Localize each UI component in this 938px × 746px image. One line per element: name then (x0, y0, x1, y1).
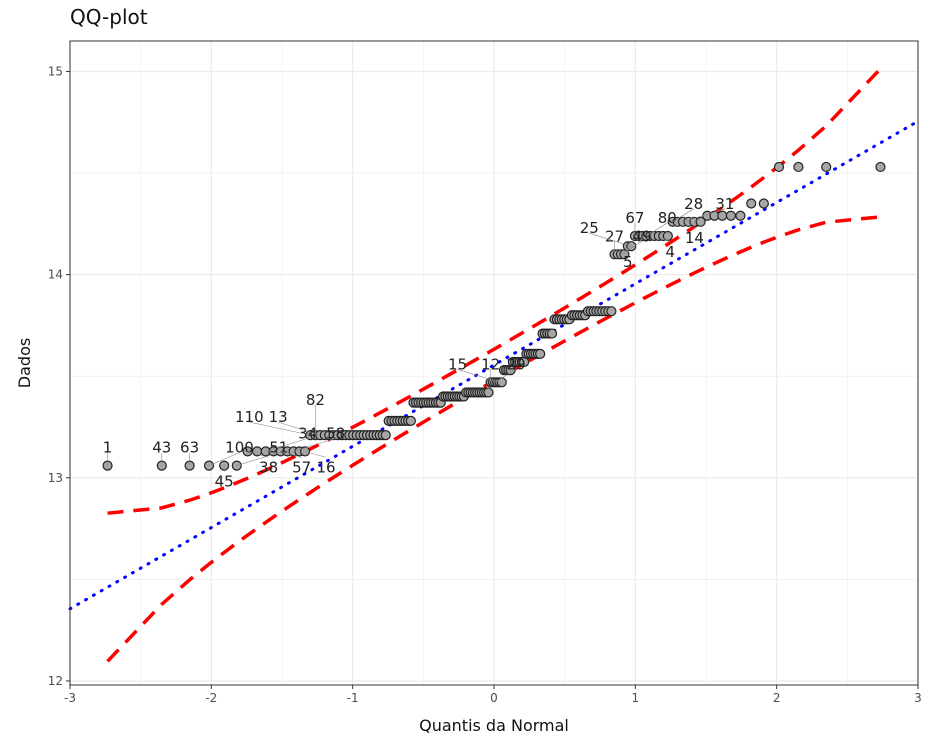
point-label-leader (589, 232, 632, 247)
x-tick-label: -2 (205, 691, 217, 705)
point-label: 43 (152, 439, 171, 457)
data-point (735, 210, 746, 221)
data-point (875, 161, 886, 173)
points (102, 161, 886, 471)
point-label-leader (682, 208, 726, 223)
data-point (535, 348, 546, 359)
point-label: 13 (269, 408, 288, 426)
data-point (695, 216, 706, 227)
data-point (793, 161, 804, 173)
point-label-leader (304, 451, 327, 458)
y-axis-label: Dados (15, 338, 34, 388)
point-label: 45 (215, 473, 234, 491)
point-label: 34 (298, 424, 317, 442)
x-tick-label: -3 (64, 691, 76, 705)
point-label-leader (278, 421, 321, 436)
point-label: 12 (481, 355, 500, 373)
point-label: 58 (326, 424, 345, 442)
reference-line-path (68, 119, 920, 611)
data-point (606, 306, 617, 317)
point-label: 57 (292, 458, 311, 476)
point-label: 16 (317, 458, 336, 476)
x-tick-label: 1 (632, 691, 640, 705)
data-point (746, 198, 757, 209)
data-point (821, 161, 832, 173)
data-point (483, 387, 494, 398)
point-label-leader (280, 451, 302, 458)
point-label-leader (494, 369, 517, 383)
point-label: 1 (103, 439, 113, 457)
point-label: 100 (225, 439, 254, 457)
point-label-leader (249, 421, 311, 436)
point-label: 67 (625, 209, 644, 227)
point-label: 49 (632, 227, 651, 245)
point-labels: 1436310045513834575816110821312291527495… (103, 195, 735, 491)
point-label: 25 (580, 219, 599, 237)
point-label-leader (646, 222, 668, 237)
x-tick-label: 3 (914, 691, 922, 705)
x-tick-label: 0 (490, 691, 498, 705)
point-label: 5 (623, 253, 633, 271)
data-point (773, 161, 785, 173)
point-label: 63 (180, 439, 199, 457)
point-label-leader (658, 235, 671, 243)
point-label-leader (293, 438, 336, 452)
point-label: 82 (306, 391, 325, 409)
point-label-leader (457, 369, 500, 383)
y-tick-label: 12 (48, 674, 63, 688)
data-point (252, 446, 263, 457)
y-tick-label: 15 (48, 64, 63, 78)
point-label: 28 (684, 195, 703, 213)
point-label-leader (672, 208, 694, 223)
point-label: 29 (507, 355, 526, 373)
data-point (546, 328, 558, 339)
point-label: 4 (665, 243, 675, 261)
point-label: 110 (235, 408, 264, 426)
point-label-leader (620, 241, 643, 255)
point-label: 38 (259, 458, 278, 476)
envelope-upper (107, 67, 882, 515)
point-label: 14 (685, 229, 704, 247)
point-label: 80 (658, 209, 677, 227)
y-tick-label: 13 (48, 471, 63, 485)
point-label: 31 (715, 195, 734, 213)
y-tick-label: 14 (48, 268, 63, 282)
data-point (758, 198, 769, 209)
data-point (496, 377, 507, 388)
data-point (405, 415, 416, 426)
point-label: 15 (448, 355, 467, 373)
point-label-leader (247, 451, 269, 458)
data-point (380, 430, 391, 441)
point-label-leader (265, 438, 308, 452)
x-tick-label: 2 (773, 691, 781, 705)
reference-line (68, 119, 920, 611)
x-axis-label: Quantis da Normal (419, 716, 569, 735)
point-label-leader (236, 452, 279, 466)
x-tick-label: -1 (347, 691, 359, 705)
chart-title: QQ-plot (70, 5, 148, 29)
point-label: 27 (605, 227, 624, 245)
point-label-leader (208, 452, 240, 466)
